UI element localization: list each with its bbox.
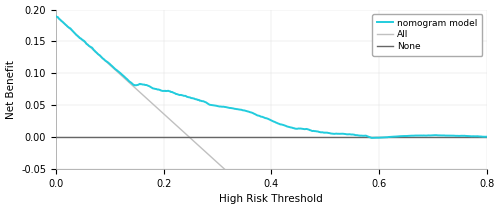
Y-axis label: Net Benefit: Net Benefit [6,60,16,119]
X-axis label: High Risk Threshold: High Risk Threshold [220,194,323,205]
Legend: nomogram model, All, None: nomogram model, All, None [372,14,482,55]
